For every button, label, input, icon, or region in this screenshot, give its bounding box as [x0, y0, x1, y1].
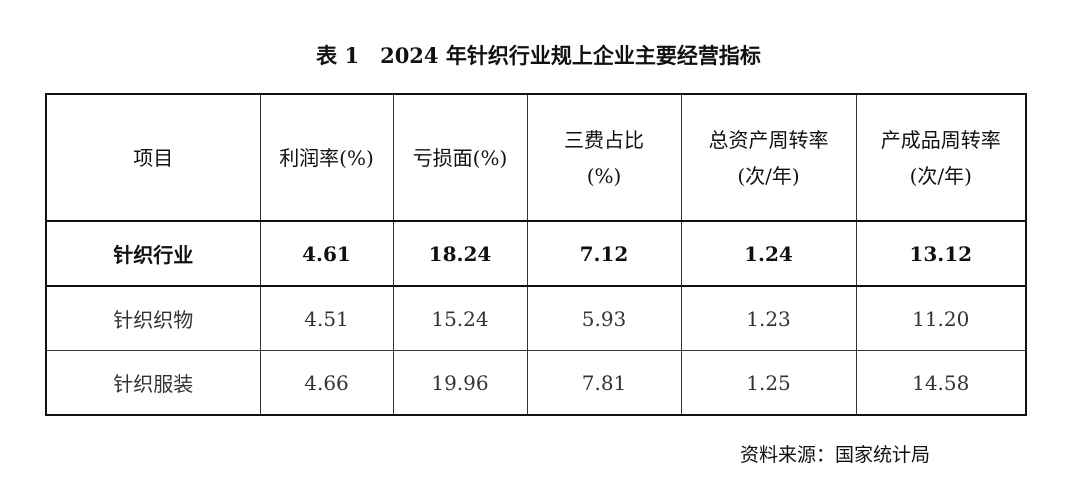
header-text: 项目 [133, 145, 174, 170]
data-cell: 5.93 [526, 285, 682, 351]
data-cell: 15.24 [392, 285, 528, 351]
header-cell: 项目 [45, 93, 261, 222]
header-cell: 利润率(%) [259, 93, 394, 222]
data-table: 项目 利润率(%) 亏损面(%) 三费占比 (%) 总资产周转率 (次/年) 产成品周转率 (次… [45, 93, 1027, 416]
data-row: 针织服装 4.66 19.96 7.81 1.25 14.58 [45, 350, 1027, 416]
data-cell: 1.23 [680, 285, 857, 351]
header-cell: 产成品周转率 (次/年) [855, 93, 1027, 222]
data-cell: 13.12 [855, 220, 1027, 287]
source-note: 资料来源：国家统计局 [740, 444, 931, 466]
header-text: 总资产周转率 [708, 127, 829, 152]
row-label: 针织织物 [45, 285, 261, 351]
header-cell: 总资产周转率 (次/年) [680, 93, 857, 222]
data-cell: 11.20 [855, 285, 1027, 351]
header-text: (次/年) [737, 163, 800, 188]
header-cell: 亏损面(%) [392, 93, 528, 222]
header-cell: 三费占比 (%) [526, 93, 682, 222]
header-text: 利润率(%) [279, 145, 374, 170]
header-text: 亏损面(%) [412, 145, 508, 170]
header-text: 产成品周转率 [880, 127, 1001, 152]
header-text: (次/年) [909, 163, 972, 188]
row-label: 针织服装 [45, 350, 261, 416]
data-cell: 1.24 [680, 220, 857, 287]
data-cell: 4.66 [259, 350, 394, 416]
data-row: 针织织物 4.51 15.24 5.93 1.23 11.20 [45, 285, 1027, 351]
data-cell: 19.96 [392, 350, 528, 416]
header-row: 项目 利润率(%) 亏损面(%) 三费占比 (%) 总资产周转率 (次/年) 产成品周转率 (次… [45, 93, 1027, 222]
data-cell: 14.58 [855, 350, 1027, 416]
data-cell: 7.12 [526, 220, 682, 287]
data-cell: 4.61 [259, 220, 394, 287]
data-row: 针织行业 4.61 18.24 7.12 1.24 13.12 [45, 220, 1027, 287]
header-text: 三费占比 [564, 127, 644, 152]
row-label: 针织行业 [45, 220, 261, 287]
data-cell: 7.81 [526, 350, 682, 416]
data-cell: 1.25 [680, 350, 857, 416]
table-body: 项目 利润率(%) 亏损面(%) 三费占比 (%) 总资产周转率 (次/年) 产成品周转率 (次… [45, 93, 1027, 416]
table-title: 表 1 2024 年针织行业规上企业主要经营指标 [316, 43, 761, 68]
data-cell: 4.51 [259, 285, 394, 351]
header-text: (%) [586, 163, 622, 188]
data-cell: 18.24 [392, 220, 528, 287]
